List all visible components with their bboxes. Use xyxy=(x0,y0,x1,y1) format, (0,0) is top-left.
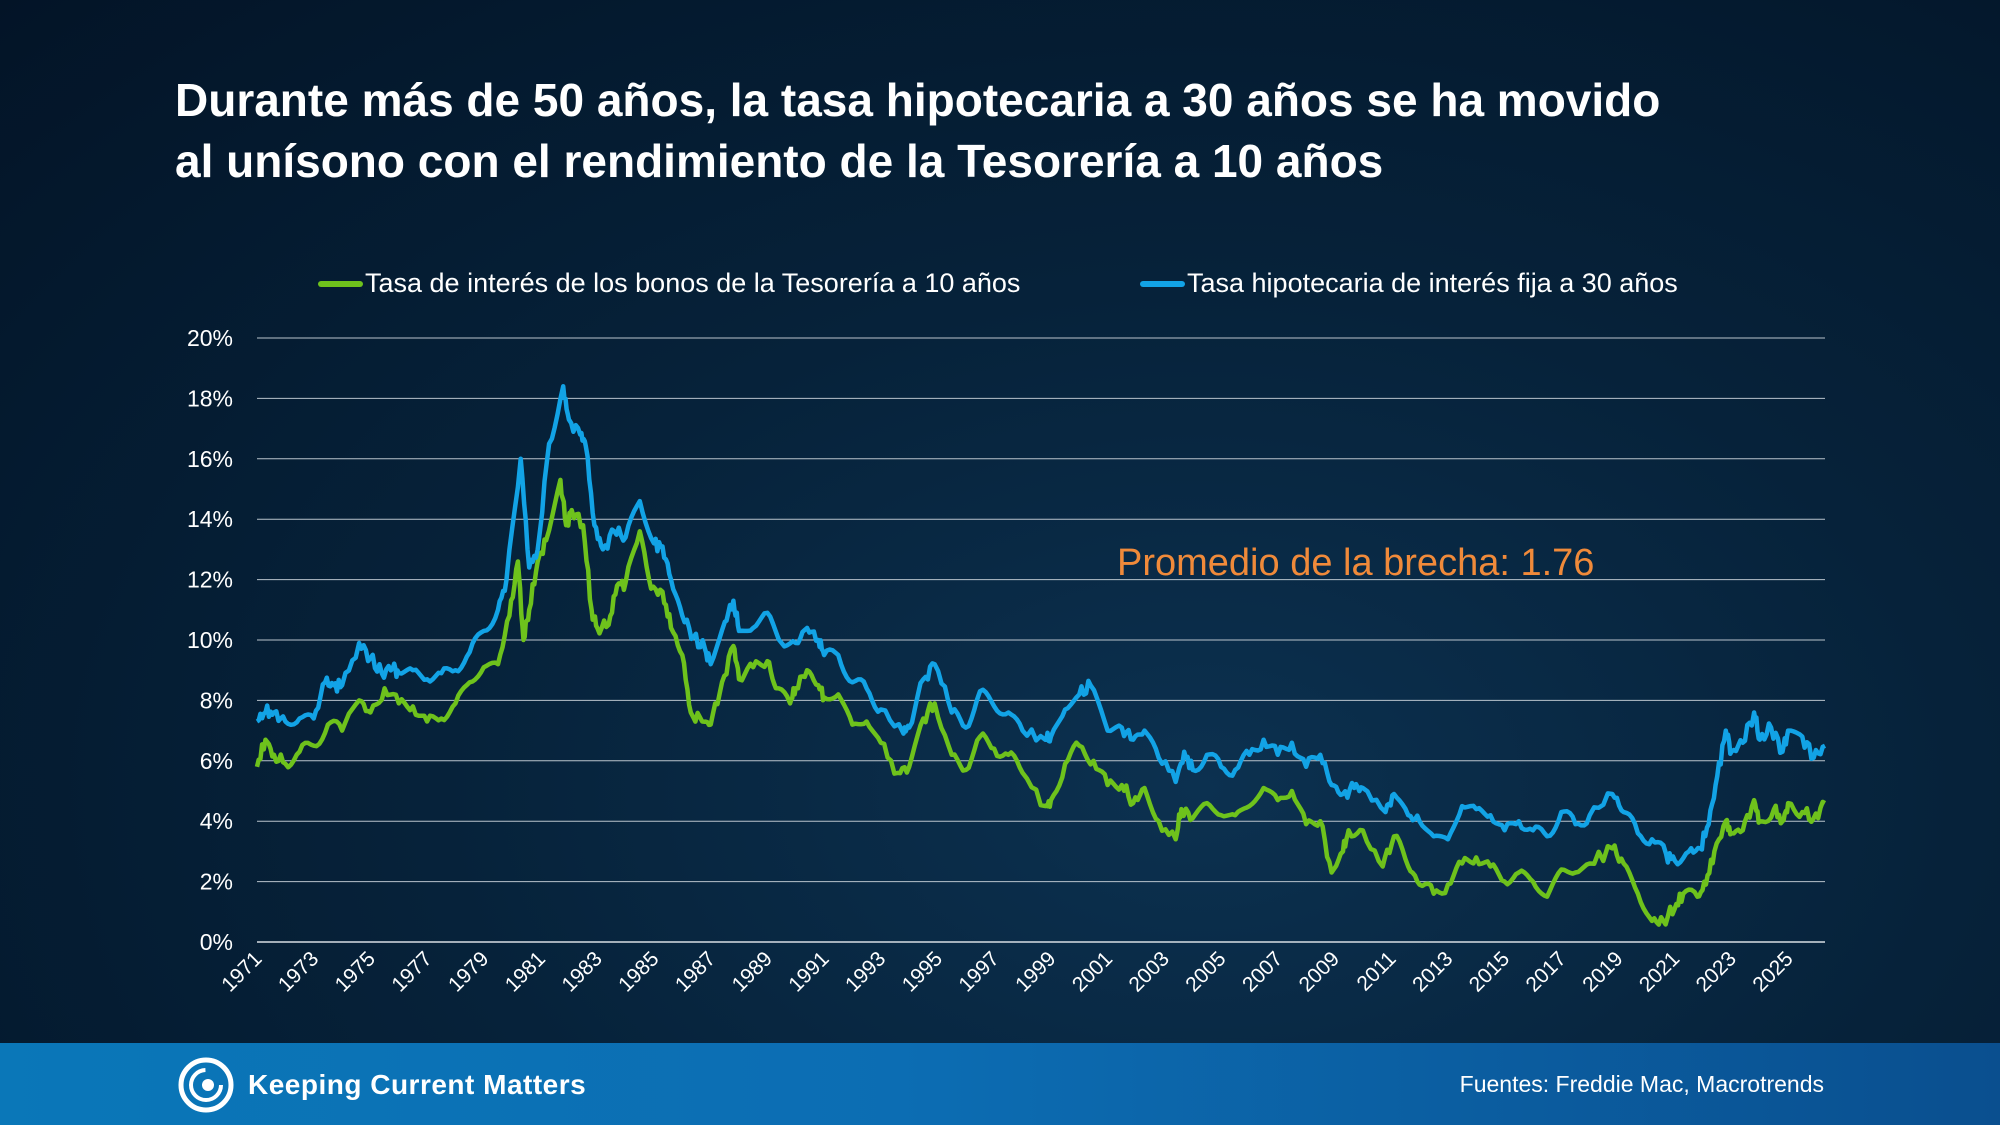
x-tick-label: 1979 xyxy=(444,947,493,996)
x-axis-tick-labels: 1971 1973 1975 1977 1979 1981 1983 1985 1987 1989… xyxy=(217,947,1797,996)
brand-name: Keeping Current Matters xyxy=(248,1069,587,1100)
x-tick-label: 2013 xyxy=(1408,947,1457,996)
gap-average-annotation: Promedio de la brecha: 1.76 xyxy=(1117,542,1594,584)
x-tick-label: 2019 xyxy=(1578,947,1627,996)
legend-swatch-mortgage xyxy=(1140,280,1185,287)
legend-item-treasury: Tasa de interés de los bonos de la Tesor… xyxy=(318,268,1020,299)
y-tick-label: 16% xyxy=(187,446,233,472)
chart-title-line-2: al unísono con el rendimiento de la Teso… xyxy=(175,135,1384,187)
x-tick-label: 1999 xyxy=(1011,947,1060,996)
line-chart: 0% 2% 4% 6% 8% 10% 12% 14% 16% 18% 20% 1971 1973 197… xyxy=(187,325,1827,996)
x-tick-label: 1995 xyxy=(898,947,947,996)
x-tick-label: 2025 xyxy=(1748,947,1797,996)
x-tick-label: 1989 xyxy=(728,947,777,996)
y-tick-label: 18% xyxy=(187,385,233,411)
kcm-swirl-icon xyxy=(178,1057,234,1113)
series-lines xyxy=(254,384,1827,927)
legend-label-mortgage: Tasa hipotecaria de interés fija a 30 añ… xyxy=(1187,268,1678,298)
y-axis-tick-labels: 0% 2% 4% 6% 8% 10% 12% 14% 16% 18% 20% xyxy=(187,325,233,955)
y-tick-label: 0% xyxy=(200,929,233,955)
footer-bar: Keeping Current Matters Fuentes: Freddie… xyxy=(0,1043,2000,1125)
x-tick-label: 1981 xyxy=(501,947,550,996)
x-tick-label: 2021 xyxy=(1635,947,1684,996)
legend-label-treasury: Tasa de interés de los bonos de la Tesor… xyxy=(365,268,1021,298)
sources-note: Fuentes: Freddie Mac, Macrotrends xyxy=(1459,1071,1824,1097)
series-line-treasury xyxy=(254,477,1827,927)
x-tick-label: 1991 xyxy=(784,947,833,996)
y-tick-label: 20% xyxy=(187,325,233,351)
x-tick-label: 2015 xyxy=(1465,947,1514,996)
x-tick-label: 1977 xyxy=(387,947,436,996)
x-tick-label: 2017 xyxy=(1522,947,1571,996)
x-tick-label: 2003 xyxy=(1125,947,1174,996)
x-tick-label: 2005 xyxy=(1181,947,1230,996)
y-tick-label: 8% xyxy=(200,687,233,713)
gridlines xyxy=(257,337,1825,943)
chart-title: Durante más de 50 años, la tasa hipoteca… xyxy=(175,70,1875,192)
series-line-mortgage xyxy=(255,384,1827,867)
x-tick-label: 1983 xyxy=(557,947,606,996)
chart-title-line-1: Durante más de 50 años, la tasa hipoteca… xyxy=(175,74,1661,126)
x-tick-label: 2023 xyxy=(1692,947,1741,996)
y-tick-label: 4% xyxy=(200,808,233,834)
y-tick-label: 12% xyxy=(187,567,233,593)
y-tick-label: 10% xyxy=(187,627,233,653)
x-tick-label: 1985 xyxy=(614,947,663,996)
brand-logo: Keeping Current Matters xyxy=(178,1057,586,1113)
x-tick-label: 1997 xyxy=(954,947,1003,996)
x-tick-label: 1987 xyxy=(671,947,720,996)
x-tick-label: 2001 xyxy=(1068,947,1117,996)
y-tick-label: 6% xyxy=(200,748,233,774)
x-tick-label: 2009 xyxy=(1295,947,1344,996)
x-tick-label: 2011 xyxy=(1353,947,1401,995)
legend-item-mortgage: Tasa hipotecaria de interés fija a 30 añ… xyxy=(1140,268,1678,299)
x-tick-label: 1973 xyxy=(274,947,323,996)
y-tick-label: 14% xyxy=(187,506,233,532)
y-tick-label: 2% xyxy=(200,869,233,895)
x-tick-label: 2007 xyxy=(1238,947,1287,996)
chart-legend: Tasa de interés de los bonos de la Tesor… xyxy=(0,268,2000,308)
legend-swatch-treasury xyxy=(318,280,363,287)
x-tick-label: 1975 xyxy=(331,947,380,996)
x-tick-label: 1993 xyxy=(841,947,890,996)
